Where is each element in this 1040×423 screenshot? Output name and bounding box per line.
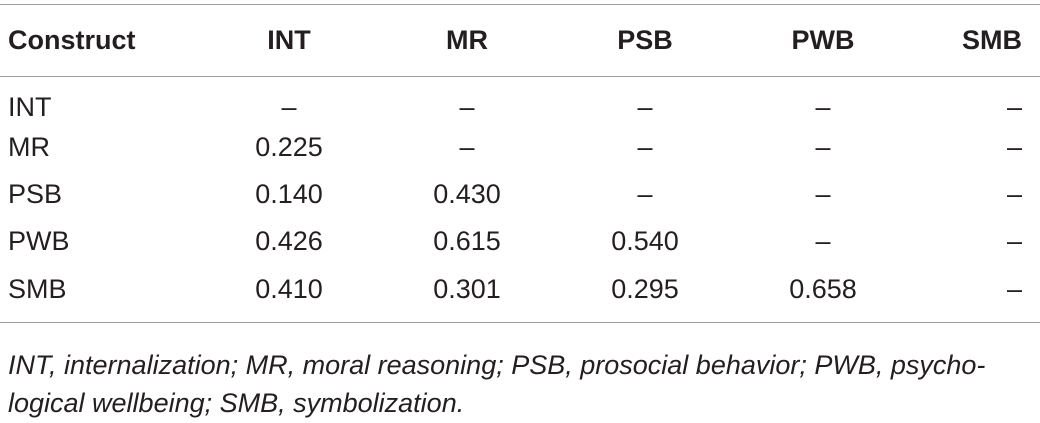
row-label: SMB <box>8 273 67 304</box>
table-cell: – <box>1006 225 1022 256</box>
table-header: Construct INT MR PSB PWB SMB <box>0 4 1040 77</box>
header-mr: MR <box>446 25 488 55</box>
table-cell: 0.410 <box>255 273 323 304</box>
header-construct: Construct <box>8 25 136 55</box>
table-cell: 0.426 <box>255 225 323 256</box>
table-cell: – <box>815 178 831 209</box>
table-cell: 0.658 <box>789 273 857 304</box>
table-body: INT – – – – – MR 0.225 – – – – PSB 0.140… <box>0 77 1040 323</box>
row-label: MR <box>8 131 50 162</box>
footnote-line-1: INT, internalization; MR, moral reasonin… <box>8 350 986 380</box>
row-label: INT <box>8 91 52 122</box>
table-cell: – <box>459 91 475 122</box>
table-cell: 0.301 <box>433 273 501 304</box>
table-cell: – <box>637 91 653 122</box>
table-row: MR 0.225 – – – – <box>0 124 1040 171</box>
row-label: PWB <box>8 225 70 256</box>
table-cell: – <box>1006 273 1022 304</box>
table-row: PSB 0.140 0.430 – – – <box>0 171 1040 218</box>
header-pwb: PWB <box>791 25 855 55</box>
table-cell: – <box>815 225 831 256</box>
table-cell: – <box>815 91 831 122</box>
table-cell: – <box>637 178 653 209</box>
header-int: INT <box>267 25 311 55</box>
table-cell: 0.225 <box>255 131 323 162</box>
table-cell: – <box>281 91 297 122</box>
table-cell: – <box>815 131 831 162</box>
footnote-line-2: logical wellbeing; SMB, symbolization. <box>8 388 465 418</box>
header-row: Construct INT MR PSB PWB SMB <box>0 4 1040 77</box>
table-row: SMB 0.410 0.301 0.295 0.658 – <box>0 265 1040 323</box>
table-cell: – <box>1006 178 1022 209</box>
header-smb: SMB <box>962 25 1022 55</box>
table-cell: 0.430 <box>433 178 501 209</box>
table-cell: – <box>459 131 475 162</box>
header-psb: PSB <box>617 25 673 55</box>
table-cell: 0.540 <box>611 225 679 256</box>
table-cell: 0.295 <box>611 273 679 304</box>
table-footnote: INT, internalization; MR, moral reasonin… <box>8 346 1032 422</box>
table-cell: 0.615 <box>433 225 501 256</box>
correlation-table: Construct INT MR PSB PWB SMB INT – – – –… <box>0 4 1040 323</box>
table-cell: – <box>1006 91 1022 122</box>
table-cell: – <box>637 131 653 162</box>
table-row: PWB 0.426 0.615 0.540 – – <box>0 218 1040 265</box>
table-cell: 0.140 <box>255 178 323 209</box>
row-label: PSB <box>8 178 63 209</box>
table-cell: – <box>1006 131 1022 162</box>
table-row: INT – – – – – <box>0 77 1040 124</box>
